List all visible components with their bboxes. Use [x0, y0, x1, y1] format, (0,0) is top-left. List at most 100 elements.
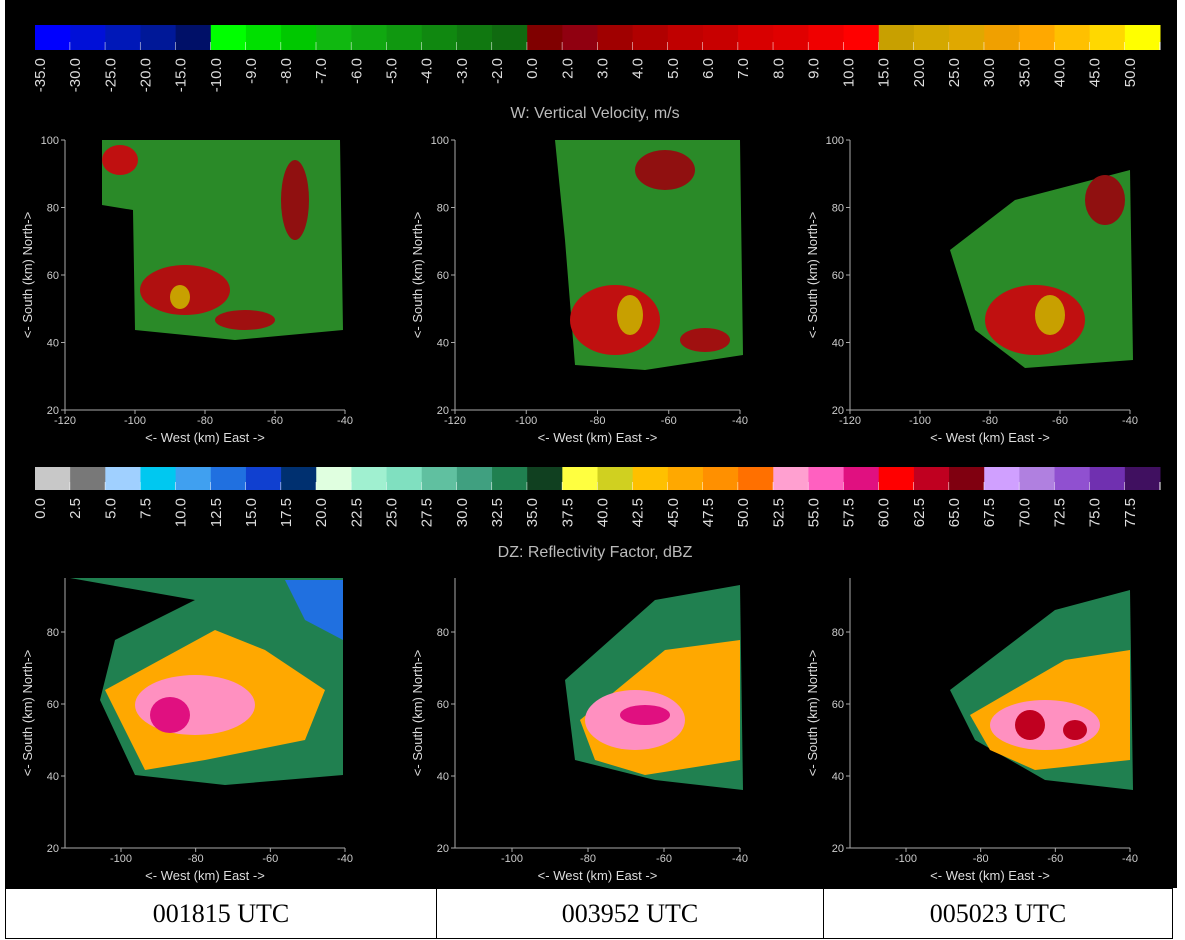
x-tick-label: -100: [501, 853, 523, 865]
y-tick-label: 60: [47, 270, 59, 282]
x-axis-label: <- West (km) East ->: [930, 430, 1050, 445]
colorbar-swatch: [949, 467, 985, 490]
y-tick-label: 80: [437, 627, 449, 639]
colorbar-swatch: [176, 467, 212, 490]
colorbar-swatch: [738, 467, 774, 490]
x-tick-label: -40: [732, 853, 748, 865]
colorbar-title: DZ: Reflectivity Factor, dBZ: [498, 544, 693, 561]
time-cell: 005023 UTC: [824, 889, 1173, 939]
colorbar-label: 7.0: [735, 58, 752, 79]
colorbar-swatch: [70, 25, 106, 50]
colorbar-label: -4.0: [419, 58, 436, 84]
colorbar-label: 67.5: [981, 498, 998, 527]
colorbar-swatch: [387, 467, 423, 490]
time-cell: 003952 UTC: [437, 889, 824, 939]
y-tick-label: 60: [437, 699, 449, 711]
colorbar-swatch: [598, 467, 634, 490]
colorbar-swatch: [1125, 25, 1161, 50]
colorbar-swatch: [1125, 467, 1161, 490]
colorbar-swatch: [351, 25, 387, 50]
y-tick-label: 20: [832, 843, 844, 855]
colorbar-label: -25.0: [102, 58, 119, 92]
colorbar-swatch: [808, 467, 844, 490]
x-axis-label: <- West (km) East ->: [145, 868, 265, 883]
y-tick-label: 80: [47, 203, 59, 215]
colorbar-label: 17.5: [278, 498, 295, 527]
x-tick-label: -60: [661, 415, 677, 427]
x-tick-label: -60: [1052, 415, 1068, 427]
y-tick-label: 20: [47, 405, 59, 417]
y-tick-label: 20: [832, 405, 844, 417]
colorbar-swatch: [140, 25, 176, 50]
y-tick-label: 80: [47, 627, 59, 639]
colorbar-swatch: [844, 467, 880, 490]
x-tick-label: -60: [1047, 853, 1063, 865]
x-tick-label: -60: [262, 853, 278, 865]
colorbar-swatch: [1019, 467, 1055, 490]
colorbar-swatch: [105, 25, 141, 50]
colorbar-label: -15.0: [173, 58, 190, 92]
colorbar-label: 7.5: [137, 498, 154, 519]
colorbar-label: 50.0: [735, 498, 752, 527]
y-axis-label: <- South (km) North->: [805, 650, 820, 776]
colorbar-swatch: [1090, 467, 1126, 490]
colorbar-label: 12.5: [208, 498, 225, 527]
y-axis-label: <- South (km) North->: [410, 212, 425, 338]
y-tick-label: 20: [437, 405, 449, 417]
x-tick-label: -100: [515, 415, 537, 427]
y-tick-label: 60: [832, 699, 844, 711]
y-tick-label: 80: [832, 203, 844, 215]
colorbar-swatch: [281, 467, 317, 490]
colorbar-swatch: [211, 25, 247, 50]
x-tick-label: -40: [1122, 853, 1138, 865]
x-tick-label: -80: [973, 853, 989, 865]
y-tick-label: 100: [431, 135, 449, 147]
colorbar-label: 70.0: [1016, 498, 1033, 527]
colorbar-label: -20.0: [137, 58, 154, 92]
colorbar-swatch: [703, 25, 739, 50]
x-tick-label: -40: [337, 853, 353, 865]
colorbar-swatch: [387, 25, 423, 50]
colorbar-title: W: Vertical Velocity, m/s: [510, 105, 679, 122]
colorbar-label: -7.0: [313, 58, 330, 84]
x-tick-label: -60: [656, 853, 672, 865]
colorbar-label: 47.5: [700, 498, 717, 527]
y-tick-label: 20: [47, 843, 59, 855]
x-tick-label: -80: [580, 853, 596, 865]
y-tick-label: 20: [437, 843, 449, 855]
time-cell: 001815 UTC: [6, 889, 437, 939]
y-tick-label: 80: [437, 203, 449, 215]
colorbar-swatch: [176, 25, 212, 50]
colorbar-swatch: [914, 467, 950, 490]
y-axis-label: <- South (km) North->: [410, 650, 425, 776]
y-tick-label: 80: [832, 627, 844, 639]
colorbar-swatch: [844, 25, 880, 50]
x-axis-label: <- West (km) East ->: [538, 430, 658, 445]
x-axis-label: <- West (km) East ->: [145, 430, 265, 445]
colorbar-label: 35.0: [1016, 58, 1033, 87]
colorbar-label: 15.0: [243, 498, 260, 527]
y-tick-label: 40: [832, 771, 844, 783]
colorbar-swatch: [422, 25, 458, 50]
colorbar-swatch: [457, 467, 493, 490]
colorbar-label: 8.0: [770, 58, 787, 79]
y-tick-label: 100: [41, 135, 59, 147]
colorbar-swatch: [246, 25, 282, 50]
colorbar-label: 4.0: [630, 58, 647, 79]
colorbar-swatch: [879, 25, 915, 50]
colorbar-label: 40.0: [1052, 58, 1069, 87]
colorbar-label: 6.0: [700, 58, 717, 79]
colorbar-label: -5.0: [384, 58, 401, 84]
x-tick-label: -40: [337, 415, 353, 427]
colorbar-swatch: [773, 467, 809, 490]
colorbar-swatch: [1055, 467, 1091, 490]
colorbar-label: 50.0: [1122, 58, 1139, 87]
y-tick-label: 40: [47, 338, 59, 350]
colorbar-label: 22.5: [348, 498, 365, 527]
x-tick-label: -60: [267, 415, 283, 427]
colorbar-swatch: [105, 467, 141, 490]
colorbar-swatch: [35, 467, 71, 490]
colorbar-label: 45.0: [1087, 58, 1104, 87]
colorbar-label: 32.5: [489, 498, 506, 527]
colorbar-label: 5.0: [102, 498, 119, 519]
